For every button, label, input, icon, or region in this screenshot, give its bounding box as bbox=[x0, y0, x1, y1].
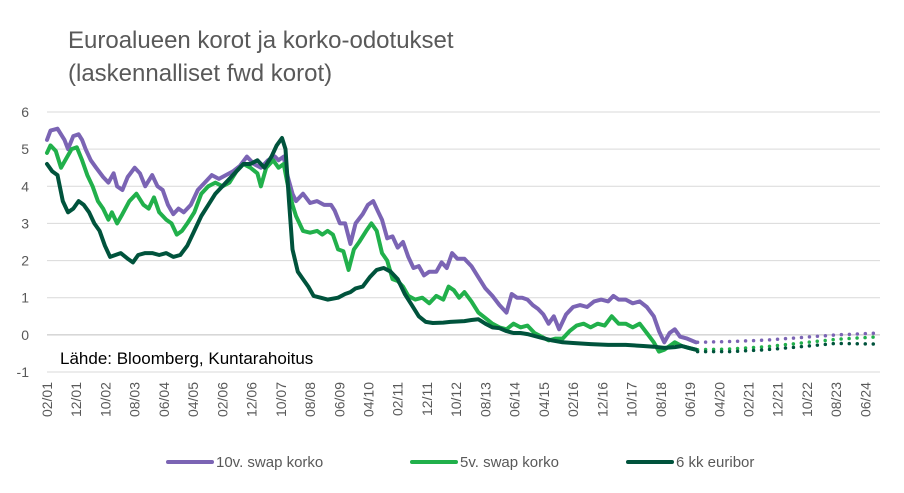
y-tick-label: 4 bbox=[21, 178, 29, 194]
x-tick-label: 04/10 bbox=[361, 382, 377, 417]
x-tick-label: 12/01 bbox=[68, 382, 84, 417]
chart-title-line1: Euroalueen korot ja korko-odotukset bbox=[68, 27, 454, 54]
legend-label: 6 kk euribor bbox=[676, 454, 754, 471]
x-tick-label: 02/01 bbox=[39, 382, 55, 417]
x-tick-label: 12/11 bbox=[419, 382, 435, 416]
x-tick-label: 08/18 bbox=[653, 382, 669, 417]
y-tick-label: 3 bbox=[21, 215, 29, 231]
y-tick-label: 6 bbox=[21, 104, 29, 120]
x-tick-label: 06/09 bbox=[331, 382, 347, 417]
x-axis-ticks: 02/01 12/01 10/02 08/03 06/04 04/05 02/06 12/06… bbox=[39, 382, 873, 417]
x-tick-label: 04/20 bbox=[711, 382, 727, 417]
x-tick-label: 12/16 bbox=[594, 382, 610, 417]
x-tick-label: 12/06 bbox=[244, 382, 260, 417]
y-tick-label: 2 bbox=[21, 253, 29, 269]
x-tick-label: 02/11 bbox=[390, 382, 406, 416]
x-tick-label: 12/21 bbox=[770, 382, 786, 417]
chart-title: Euroalueen korot ja korko-odotukset (las… bbox=[68, 24, 454, 90]
legend-label: 10v. swap korko bbox=[216, 454, 323, 471]
source-note: Lähde: Bloomberg, Kuntarahoitus bbox=[60, 349, 313, 368]
y-tick-label: 1 bbox=[21, 290, 29, 306]
x-tick-label: 02/16 bbox=[565, 382, 581, 417]
x-tick-label: 10/22 bbox=[799, 382, 815, 417]
series-line-10v-swap-korko bbox=[45, 126, 698, 345]
x-tick-label: 08/03 bbox=[127, 382, 143, 417]
series-forecast-5v-swap-korko bbox=[695, 334, 882, 352]
legend-label: 5v. swap korko bbox=[460, 454, 559, 471]
x-tick-label: 04/15 bbox=[536, 382, 552, 417]
x-tick-label: 10/02 bbox=[97, 382, 113, 417]
y-axis-ticks: -1 0 1 2 3 4 5 6 bbox=[17, 104, 30, 380]
series-line-6-kk-euribor bbox=[45, 136, 698, 352]
x-tick-label: 06/14 bbox=[507, 382, 523, 417]
x-tick-label: 08/23 bbox=[828, 382, 844, 417]
x-tick-label: 10/12 bbox=[448, 382, 464, 417]
y-tick-label: -1 bbox=[17, 364, 30, 380]
x-tick-label: 04/05 bbox=[185, 382, 201, 417]
x-tick-label: 06/04 bbox=[156, 382, 172, 417]
x-tick-label: 10/07 bbox=[273, 382, 289, 417]
x-tick-label: 06/24 bbox=[857, 382, 873, 417]
gridlines bbox=[47, 111, 880, 373]
x-tick-label: 02/06 bbox=[214, 382, 230, 417]
series-forecast-6-kk-euribor bbox=[695, 341, 882, 354]
x-tick-label: 08/08 bbox=[302, 382, 318, 417]
x-tick-label: 06/19 bbox=[682, 382, 698, 417]
x-tick-label: 02/21 bbox=[740, 382, 756, 417]
x-tick-label: 08/13 bbox=[477, 382, 493, 417]
series-line-5v-swap-korko bbox=[45, 143, 698, 354]
x-tick-label: 10/17 bbox=[624, 382, 640, 417]
chart-title-line2: (laskennalliset fwd korot) bbox=[68, 60, 333, 87]
series-lines bbox=[45, 126, 882, 354]
legend: 10v. swap korko 5v. swap korko 6 kk euribo… bbox=[166, 454, 754, 471]
y-tick-label: 5 bbox=[21, 141, 29, 157]
y-tick-label: 0 bbox=[21, 327, 29, 343]
